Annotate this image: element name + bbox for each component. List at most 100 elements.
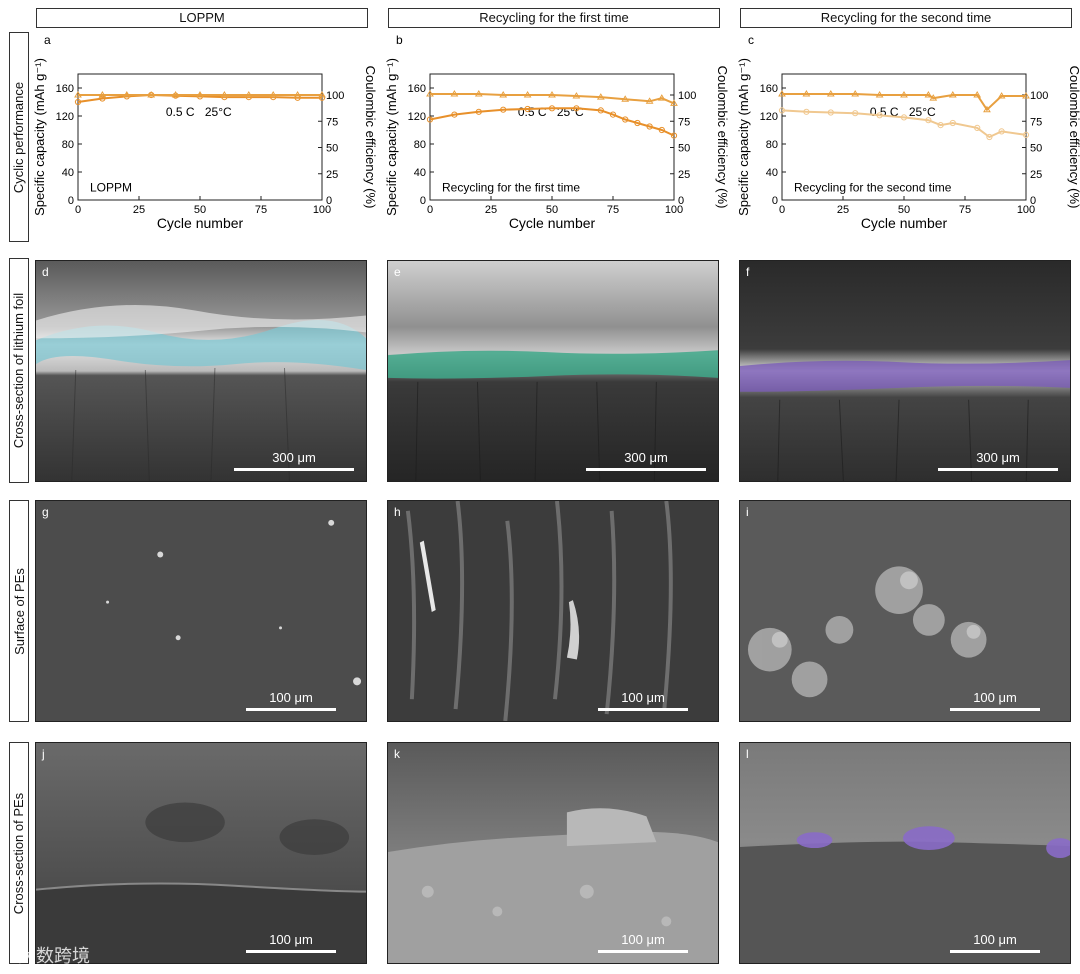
capacity-point <box>986 133 993 141</box>
panel-letter-i: i <box>746 505 749 519</box>
micrograph-l-image <box>740 743 1070 963</box>
panel-letter-j: j <box>42 747 45 761</box>
efficiency-point <box>973 91 982 98</box>
y2-tick-label: 50 <box>1030 143 1042 155</box>
efficiency-point <box>523 91 532 98</box>
micrograph-f: f 300 μm <box>739 260 1071 482</box>
capacity-point <box>597 107 604 114</box>
micrograph-h: h 100 μm <box>387 500 719 722</box>
panel-letter-l: l <box>746 747 749 761</box>
capacity-point <box>998 128 1005 135</box>
y2-tick-label: 100 <box>678 90 696 102</box>
y2-axis-label: Coulombic efficiency (%) <box>715 66 730 209</box>
capacity-point <box>524 105 531 113</box>
capacity-series-line <box>429 107 675 137</box>
y-tick-label: 160 <box>408 83 426 95</box>
y2-tick-label: 100 <box>1030 90 1048 102</box>
efficiency-series-line <box>430 92 675 105</box>
y-tick-label: 40 <box>766 167 778 179</box>
efficiency-point <box>924 91 933 98</box>
y-axis-label: Specific capacity (mAh g⁻¹) <box>736 58 751 216</box>
micrograph-l: l 100 μm <box>739 742 1071 964</box>
efficiency-point <box>426 89 434 97</box>
x-tick-label: 75 <box>959 204 971 216</box>
x-tick-label: 0 <box>75 204 81 216</box>
y-tick-label: 160 <box>56 83 74 95</box>
y2-axis-label: Coulombic efficiency (%) <box>1067 66 1080 209</box>
capacity-point <box>658 126 665 134</box>
panel-letter: b <box>396 33 403 47</box>
temperature-annotation: 25°C <box>909 105 936 119</box>
panel-letter: c <box>748 33 754 47</box>
scale-bar-k: 100 μm <box>598 932 688 953</box>
efficiency-point <box>98 91 107 98</box>
column-header-first-recycling: Recycling for the first time <box>388 8 720 28</box>
row-label-pe-cross-section: Cross-section of PEs <box>9 742 29 964</box>
efficiency-point <box>997 92 1006 99</box>
inner-label: Recycling for the first time <box>442 181 580 195</box>
y-tick-label: 80 <box>766 139 778 151</box>
x-tick-label: 0 <box>779 204 785 216</box>
y-tick-label: 0 <box>772 195 778 207</box>
efficiency-point <box>269 91 278 98</box>
micrograph-g: g 100 μm <box>35 500 367 722</box>
panel-letter-h: h <box>394 505 401 519</box>
efficiency-point <box>318 91 326 98</box>
micrograph-g-image <box>36 501 366 721</box>
efficiency-point <box>645 97 654 104</box>
efficiency-point <box>670 99 678 106</box>
efficiency-point <box>778 89 786 97</box>
efficiency-point <box>621 95 630 102</box>
capacity-point <box>876 112 883 119</box>
capacity-point <box>634 119 641 127</box>
watermark-text: 大数跨境 <box>18 946 90 966</box>
x-axis-label: Cycle number <box>509 215 596 231</box>
y-tick-label: 80 <box>414 139 426 151</box>
y2-tick-label: 25 <box>678 169 690 181</box>
y2-tick-label: 0 <box>678 195 684 207</box>
micrograph-i: i 100 μm <box>739 500 1071 722</box>
efficiency-point <box>499 91 508 98</box>
y-tick-label: 0 <box>420 195 426 207</box>
x-tick-label: 50 <box>546 204 558 216</box>
y-tick-label: 0 <box>68 195 74 207</box>
y2-tick-label: 100 <box>326 90 344 102</box>
efficiency-point <box>851 89 860 97</box>
y2-tick-label: 75 <box>326 116 338 128</box>
y-axis-label: Specific capacity (mAh g⁻¹) <box>32 58 47 216</box>
efficiency-point <box>826 89 835 97</box>
capacity-point <box>974 124 981 132</box>
scale-bar-j: 100 μm <box>246 932 336 953</box>
micrograph-j: j 100 μm <box>35 742 367 964</box>
rate-annotation: 0.5 C <box>166 105 195 119</box>
capacity-series-line <box>781 109 1027 139</box>
x-axis-label: Cycle number <box>157 215 244 231</box>
y2-tick-label: 0 <box>1030 195 1036 207</box>
micrograph-e: e 300 μm <box>387 260 719 482</box>
y2-tick-label: 75 <box>678 116 690 128</box>
efficiency-point <box>900 91 908 98</box>
efficiency-point <box>171 91 180 98</box>
inner-label: LOPPM <box>90 181 132 195</box>
y-tick-label: 120 <box>760 111 778 123</box>
capacity-point <box>426 116 434 123</box>
efficiency-point <box>450 89 459 97</box>
capacity-point <box>451 111 458 118</box>
scale-bar-i: 100 μm <box>950 690 1040 711</box>
y2-axis-label: Coulombic efficiency (%) <box>363 66 378 209</box>
scale-bar-g: 100 μm <box>246 690 336 711</box>
efficiency-point <box>220 91 229 98</box>
rate-annotation: 0.5 C <box>518 105 547 119</box>
y2-tick-label: 75 <box>1030 116 1042 128</box>
x-tick-label: 100 <box>665 204 683 216</box>
x-tick-label: 75 <box>607 204 619 216</box>
x-tick-label: 75 <box>255 204 267 216</box>
inner-label: Recycling for the second time <box>794 181 952 195</box>
temperature-annotation: 25°C <box>557 105 584 119</box>
column-header-loppm: LOPPM <box>36 8 368 28</box>
capacity-point <box>778 107 786 114</box>
panel-letter-f: f <box>746 265 750 279</box>
capacity-point <box>937 122 944 129</box>
capacity-point <box>803 108 810 115</box>
